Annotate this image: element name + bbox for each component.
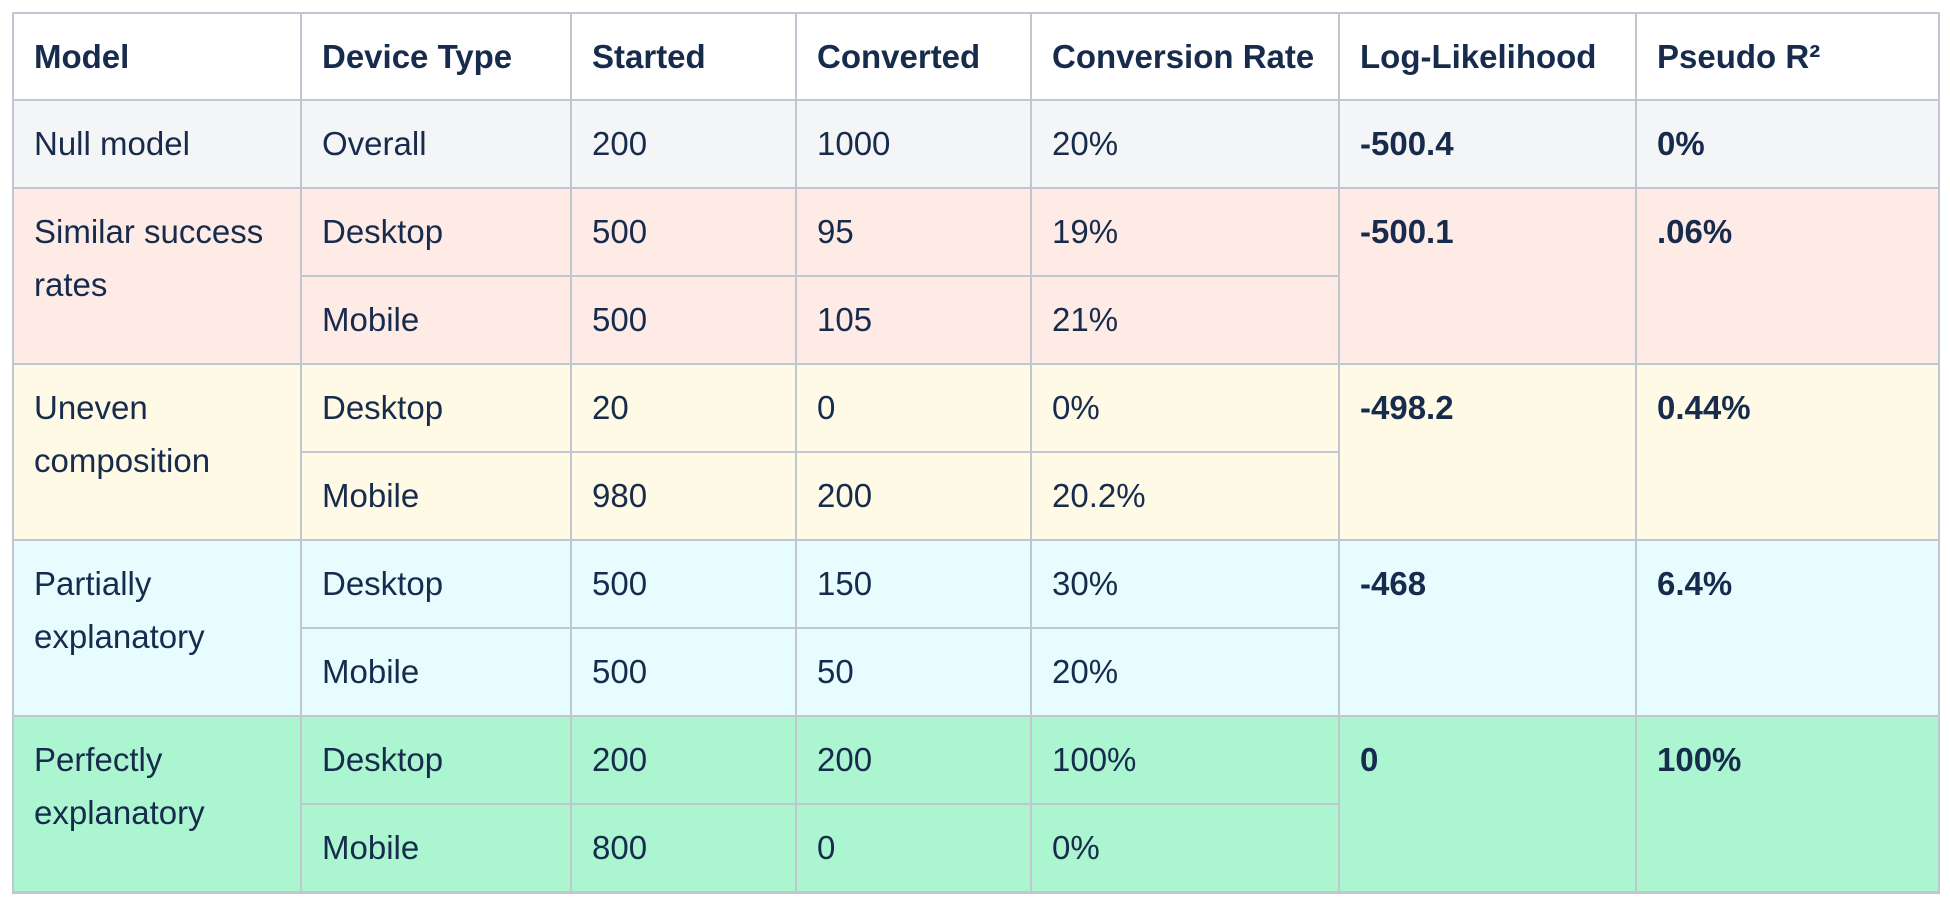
table-row: Uneven composition Desktop 20 0 0% -498.… (12, 363, 1940, 541)
table-row: Partially explanatory Desktop 500 150 30… (12, 539, 1940, 717)
column-header-device-type: Device Type (300, 12, 572, 101)
table-row: Mobile 980 200 20.2% (13, 451, 1939, 541)
device-cell: Overall (300, 99, 572, 189)
device-cell: Mobile (300, 803, 572, 893)
device-cell: Desktop (300, 187, 572, 277)
conversion-rate-cell: 0% (1030, 803, 1340, 893)
converted-cell: 0 (795, 363, 1032, 453)
converted-cell: 1000 (795, 99, 1032, 189)
pseudo-r2-cell: 0% (1635, 99, 1940, 189)
device-cell: Mobile (300, 627, 572, 717)
pseudo-r2-cell: 100% (1635, 715, 1940, 893)
conversion-rate-cell: 19% (1030, 187, 1340, 277)
converted-cell: 105 (795, 275, 1032, 365)
device-cell: Desktop (300, 363, 572, 453)
table-header: Model Device Type Started Converted Conv… (12, 12, 1940, 101)
device-cell: Desktop (300, 539, 572, 629)
column-header-conversion-rate: Conversion Rate (1030, 12, 1340, 101)
conversion-rate-cell: 20% (1030, 99, 1340, 189)
log-likelihood-cell: -498.2 (1338, 363, 1637, 541)
started-cell: 500 (570, 275, 797, 365)
converted-cell: 50 (795, 627, 1032, 717)
column-header-log-likelihood: Log-Likelihood (1338, 12, 1637, 101)
started-cell: 200 (570, 99, 797, 189)
table-row: Perfectly explanatory Desktop 200 200 10… (12, 715, 1940, 893)
conversion-rate-cell: 100% (1030, 715, 1340, 805)
model-comparison-table: Model Device Type Started Converted Conv… (12, 12, 1940, 894)
conversion-rate-cell: 0% (1030, 363, 1340, 453)
started-cell: 500 (570, 187, 797, 277)
column-header-started: Started (570, 12, 797, 101)
conversion-rate-cell: 21% (1030, 275, 1340, 365)
pseudo-r2-cell: 0.44% (1635, 363, 1940, 541)
pseudo-r2-cell: .06% (1635, 187, 1940, 365)
started-cell: 200 (570, 715, 797, 805)
log-likelihood-cell: -468 (1338, 539, 1637, 717)
model-cell: Null model (12, 99, 302, 189)
converted-cell: 200 (795, 715, 1032, 805)
table-row: Null model Overall 200 1000 20% -500.4 0… (12, 99, 1940, 189)
started-cell: 500 (570, 539, 797, 629)
device-cell: Mobile (300, 451, 572, 541)
started-cell: 500 (570, 627, 797, 717)
started-cell: 20 (570, 363, 797, 453)
table-row: Mobile 500 50 20% (13, 627, 1939, 717)
pseudo-r2-cell: 6.4% (1635, 539, 1940, 717)
header-row: Model Device Type Started Converted Conv… (12, 12, 1940, 101)
device-cell: Desktop (300, 715, 572, 805)
log-likelihood-cell: 0 (1338, 715, 1637, 893)
table-row: Similar success rates Desktop 500 95 19%… (12, 187, 1940, 365)
model-cell: Partially explanatory (12, 539, 302, 717)
model-cell: Perfectly explanatory (12, 715, 302, 893)
device-cell: Mobile (300, 275, 572, 365)
converted-cell: 95 (795, 187, 1032, 277)
converted-cell: 0 (795, 803, 1032, 893)
conversion-rate-cell: 20% (1030, 627, 1340, 717)
started-cell: 800 (570, 803, 797, 893)
model-cell: Uneven composition (12, 363, 302, 541)
column-header-model: Model (12, 12, 302, 101)
table-body: Null model Overall 200 1000 20% -500.4 0… (12, 99, 1940, 893)
column-header-pseudo-r2: Pseudo R² (1635, 12, 1940, 101)
started-cell: 980 (570, 451, 797, 541)
converted-cell: 150 (795, 539, 1032, 629)
converted-cell: 200 (795, 451, 1032, 541)
table-row: Mobile 800 0 0% (13, 803, 1939, 893)
table-row: Mobile 500 105 21% (13, 275, 1939, 365)
log-likelihood-cell: -500.1 (1338, 187, 1637, 365)
log-likelihood-cell: -500.4 (1338, 99, 1637, 189)
model-cell: Similar success rates (12, 187, 302, 365)
column-header-converted: Converted (795, 12, 1032, 101)
conversion-rate-cell: 20.2% (1030, 451, 1340, 541)
conversion-rate-cell: 30% (1030, 539, 1340, 629)
